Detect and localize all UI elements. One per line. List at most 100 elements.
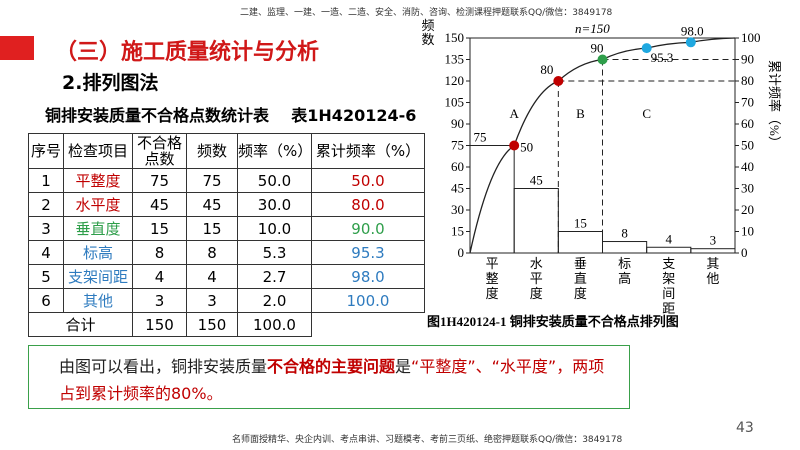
y2-tick-label: 70 <box>741 95 754 110</box>
bar <box>690 248 736 254</box>
x-tick-label: 平整度 <box>486 256 499 301</box>
table-caption: 铜排安装质量不合格点数统计表 表1H420124-6 <box>45 106 417 125</box>
y-axis-label: 频数 <box>421 18 434 47</box>
row: 4 标高 8 8 5.3 95.3 <box>28 240 425 265</box>
y-tick-label: 90 <box>451 116 464 131</box>
row: 1 平整度 75 75 50.0 50.0 <box>28 168 425 193</box>
cell: 4 <box>132 264 187 289</box>
cell: 5 <box>28 264 64 289</box>
cell: 4 <box>28 240 64 265</box>
cell: 45 <box>132 192 187 217</box>
cell: 水平度 <box>63 192 133 217</box>
x-tick-label: 垂直度 <box>574 256 587 301</box>
guide-line <box>602 59 735 253</box>
x-tick-label: 标高 <box>618 256 631 286</box>
y2-tick-label: 80 <box>741 73 754 88</box>
row: 2 水平度 45 45 30.0 80.0 <box>28 192 425 217</box>
cumulative-label: 95.3 <box>651 50 674 65</box>
header-cell: 序号 <box>28 133 64 169</box>
bar <box>513 188 559 254</box>
bar <box>602 241 648 254</box>
cell: 75 <box>132 168 187 193</box>
cell: 5.3 <box>237 240 312 265</box>
bar <box>646 246 692 254</box>
cumulative-point <box>553 76 564 86</box>
cumulative-label: 98.0 <box>681 23 704 38</box>
total-row: 合计 150 150 100.0 <box>28 312 425 337</box>
y-tick-label: 30 <box>451 202 464 217</box>
row: 6 其他 3 3 2.0 100.0 <box>28 288 425 313</box>
y-tick-label: 15 <box>451 224 464 239</box>
cell: 8 <box>132 240 187 265</box>
y2-axis-label: 累计频率（%） <box>767 60 782 149</box>
cell: 50.0 <box>311 168 425 193</box>
x-tick-label: 其他 <box>706 256 719 286</box>
region-label: B <box>576 106 585 121</box>
cell: 90.0 <box>311 216 425 241</box>
cell: 10.0 <box>237 216 312 241</box>
cell: 8 <box>186 240 238 265</box>
cell: 80.0 <box>311 192 425 217</box>
summary-segment: 是 <box>395 357 412 376</box>
cell: 其他 <box>63 288 133 313</box>
y2-tick-label: 10 <box>741 224 754 239</box>
y-tick-label: 60 <box>451 159 464 174</box>
y2-tick-label: 60 <box>741 116 754 131</box>
bar-label: 45 <box>530 173 543 188</box>
y2-tick-label: 30 <box>741 181 754 196</box>
cell: 98.0 <box>311 264 425 289</box>
chart-title: n=150 <box>575 21 610 36</box>
y-tick-label: 150 <box>445 30 465 45</box>
y-tick-label: 0 <box>458 245 465 260</box>
cell: 150 <box>132 312 187 337</box>
cell: 支架间距 <box>63 264 133 289</box>
cumulative-label: 80 <box>540 62 553 77</box>
cell: 6 <box>28 288 64 313</box>
y2-tick-label: 90 <box>741 52 754 67</box>
cell: 1 <box>28 168 64 193</box>
cumulative-point <box>685 37 696 48</box>
cell: 75 <box>186 168 238 193</box>
summary-segment: 由图可以看出，铜排安装质量 <box>59 357 268 376</box>
chart: 0 15 30 45 60 75 90 105 120 135 150 0 10 20 30 40 50 60 70… <box>421 18 782 329</box>
cell: 150 <box>186 312 238 337</box>
cumulative-label: 90 <box>591 41 604 56</box>
red-bar <box>0 36 34 60</box>
y-tick-label: 120 <box>445 73 465 88</box>
cell: 垂直度 <box>63 216 133 241</box>
cell: 15 <box>186 216 238 241</box>
cell: 100.0 <box>237 312 312 337</box>
chart-caption: 图1H420124-1 铜排安装质量不合格点排列图 <box>427 314 679 329</box>
row: 5 支架间距 4 4 2.7 98.0 <box>28 264 425 289</box>
y2-tick-label: 100 <box>741 30 761 45</box>
cell: 合计 <box>28 312 133 337</box>
y-tick-label: 75 <box>451 138 464 153</box>
subtitle: 2.排列图法 <box>62 72 159 94</box>
cell: 95.3 <box>311 240 425 265</box>
cumulative-label: 50 <box>520 140 533 155</box>
cumulative-point <box>509 140 520 151</box>
region-label: A <box>509 106 519 121</box>
y2-tick-label: 0 <box>741 245 748 260</box>
cell: 15 <box>132 216 187 241</box>
summary-segment: “平整度”、“水平度”， <box>411 357 573 376</box>
x-tick-label: 水平度 <box>530 256 543 301</box>
y2-tick-label: 50 <box>741 138 754 153</box>
bar <box>469 145 515 254</box>
cell: 3 <box>132 288 187 313</box>
cell: 3 <box>186 288 238 313</box>
header-cell: 检查项目 <box>63 133 133 169</box>
header-cell: 不合格点数 <box>132 133 187 169</box>
y-tick-label: 105 <box>445 95 465 110</box>
region-label: C <box>642 106 651 121</box>
y2-tick-label: 20 <box>741 202 754 217</box>
cell: 4 <box>186 264 238 289</box>
header-row: 序号 检查项目 不合格点数 频数 频率（%） 累计频率（%） <box>28 133 425 169</box>
bar-label: 8 <box>621 226 628 241</box>
y2-tick-label: 40 <box>741 159 754 174</box>
bar <box>557 231 603 254</box>
header-cell: 频率（%） <box>237 133 312 169</box>
summary-box: 由图可以看出，铜排安装质量不合格的主要问题是“平整度”、“水平度”，两项占到累计… <box>28 345 630 409</box>
row: 3 垂直度 15 15 10.0 90.0 <box>28 216 425 241</box>
summary-text: 由图可以看出，铜排安装质量不合格的主要问题是“平整度”、“水平度”，两项占到累计… <box>29 346 629 407</box>
